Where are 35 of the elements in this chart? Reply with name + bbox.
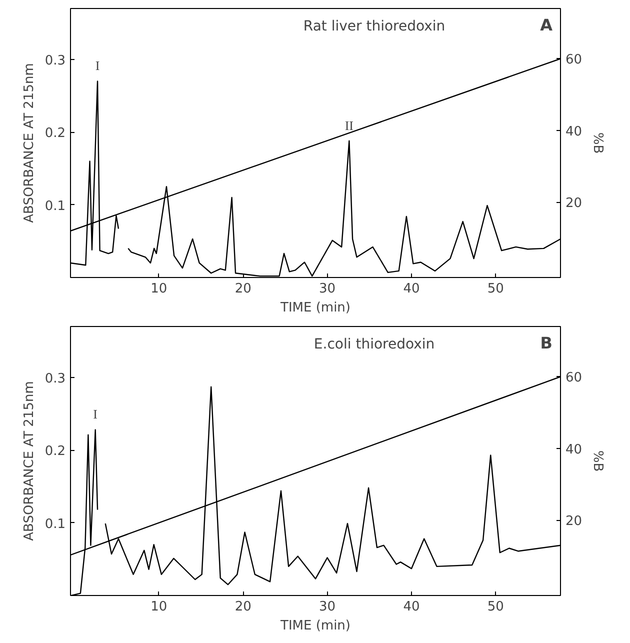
x-tick-label: 20: [234, 282, 252, 296]
text: E.coli thioredoxin: [314, 336, 435, 352]
y-tick-label: 0.1: [44, 516, 66, 532]
y2-tick-label: 20: [566, 196, 582, 212]
y2-tick-label: 20: [566, 514, 582, 530]
y-axis-title: ABSORBANCE AT 215nm: [22, 381, 37, 541]
y-tick-label: 0.1: [44, 198, 66, 214]
y2-axis-title: %B: [590, 132, 606, 154]
y-tick-label: 0.2: [44, 126, 66, 142]
annotation: B: [540, 334, 553, 352]
y2-tick-label: 40: [566, 442, 582, 458]
annotation: I: [93, 406, 98, 422]
y-tick-label: 0.3: [44, 53, 66, 68]
x-tick-label: 40: [403, 282, 420, 296]
text: Rat liver thioredoxin: [303, 18, 446, 34]
x-axis-title: TIME (min): [280, 618, 350, 634]
x-tick-label: 20: [234, 600, 252, 614]
y-tick-label: 0.3: [44, 371, 66, 386]
x-tick-label: 10: [150, 282, 168, 296]
annotation: A: [540, 16, 554, 34]
y2-tick-label: 40: [566, 124, 582, 140]
annotation: I: [95, 58, 100, 74]
y2-tick-label: 60: [566, 52, 582, 68]
y2-axis-title: %B: [590, 450, 606, 472]
y-axis-title: ABSORBANCE AT 215nm: [22, 63, 37, 223]
x-tick-label: 50: [487, 282, 504, 296]
x-tick-label: 40: [403, 600, 420, 614]
annotation: II: [344, 118, 354, 133]
y2-tick-label: 60: [566, 370, 582, 386]
x-tick-label: 30: [319, 600, 336, 614]
x-axis-title: TIME (min): [280, 300, 350, 316]
x-tick-label: 30: [319, 282, 336, 296]
x-tick-label: 10: [150, 600, 168, 614]
x-tick-label: 50: [487, 600, 504, 614]
y-tick-label: 0.2: [44, 444, 66, 460]
